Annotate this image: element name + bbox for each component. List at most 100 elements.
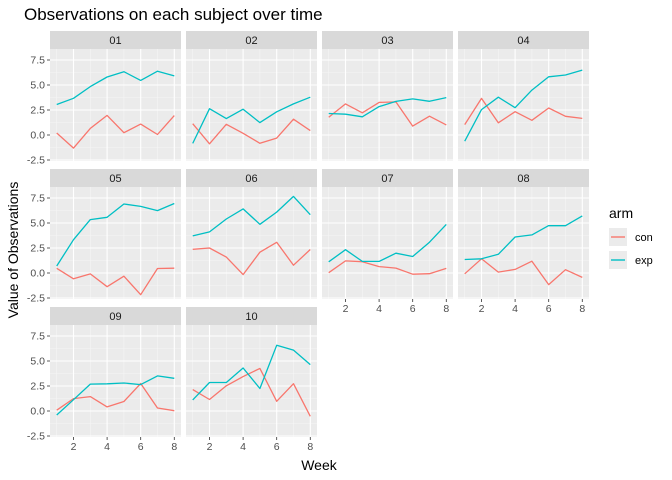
panel-background: [50, 325, 181, 437]
facet-strip: [322, 31, 453, 49]
facet-strip-label: 07: [381, 173, 393, 185]
facet-panel-08: 08 2 4 6 8: [458, 169, 589, 315]
series-line-exp: [192, 344, 311, 401]
panel-background: [186, 49, 317, 161]
x-tick-label: 4: [512, 303, 518, 315]
x-tick-label: 8: [171, 441, 177, 453]
series-line-exp: [192, 96, 311, 144]
panel-background: [322, 187, 453, 299]
facet-panel-05: 05 -2.5 0.0 2.5 5.0 7.5: [27, 169, 181, 305]
series-line-exp: [328, 96, 447, 118]
y-tick-label: 5.0: [30, 356, 45, 368]
x-tick-label: 2: [343, 303, 349, 315]
chart-title: Observations on each subject over time: [24, 5, 323, 24]
series-line-exp: [56, 375, 175, 416]
facet-strip-label: 06: [245, 173, 257, 185]
y-tick-label: 7.5: [30, 331, 45, 343]
y-tick-label: 0.0: [30, 406, 45, 418]
y-tick-label: 2.5: [30, 381, 45, 393]
series-line-con: [56, 267, 175, 296]
facet-panel-02: 02: [186, 31, 317, 161]
facet-strip-label: 02: [245, 35, 257, 47]
series-line-exp: [328, 223, 447, 263]
facet-strip-label: 04: [517, 35, 529, 47]
y-tick-label: 7.5: [30, 55, 45, 67]
y-tick-label: 5.0: [30, 80, 45, 92]
series-line-exp: [56, 202, 175, 267]
facet-strip-label: 01: [109, 35, 121, 47]
panel-background: [50, 49, 181, 161]
panel-background: [186, 325, 317, 437]
panel-background: [186, 187, 317, 299]
y-tick-label: 2.5: [30, 105, 45, 117]
legend: arm con exp: [609, 205, 653, 269]
legend-label: exp: [635, 255, 653, 267]
legend-title: arm: [609, 205, 633, 221]
y-tick-label: 0.0: [30, 130, 45, 142]
x-tick-label: 8: [307, 441, 313, 453]
legend-item-exp: exp: [609, 251, 653, 269]
facet-strip: [50, 307, 181, 325]
series-line-exp: [192, 195, 311, 237]
y-tick-label: 5.0: [30, 218, 45, 230]
facet-strip: [186, 307, 317, 325]
panel-background: [322, 49, 453, 161]
legend-item-con: con: [609, 228, 653, 246]
series-line-con: [56, 114, 175, 149]
facet-strip: [458, 31, 589, 49]
y-tick-label: 2.5: [30, 243, 45, 255]
series-line-exp: [464, 215, 583, 261]
y-tick-label: -2.5: [27, 431, 45, 443]
series-line-con: [328, 260, 447, 275]
series-line-con: [192, 241, 311, 276]
y-tick-label: 7.5: [30, 193, 45, 205]
facet-panels: 01 -2.5 0.0 2.5 5.0 7.5 02 03 04 05 -2.5 0.0 2.5 5.0 7…: [27, 31, 589, 453]
x-tick-label: 6: [274, 441, 280, 453]
facet-panel-07: 07 2 4 6 8: [322, 169, 453, 315]
series-line-con: [192, 118, 311, 145]
x-tick-label: 6: [546, 303, 552, 315]
x-tick-label: 4: [376, 303, 382, 315]
y-tick-label: -2.5: [27, 293, 45, 305]
facet-panel-04: 04: [458, 31, 589, 161]
x-tick-label: 2: [479, 303, 485, 315]
y-axis-title: Value of Observations: [5, 182, 21, 319]
x-axis-title: Week: [301, 457, 338, 473]
series-line-con: [328, 101, 447, 127]
facet-strip-label: 05: [109, 173, 121, 185]
series-line-con: [56, 382, 175, 412]
facet-panel-01: 01 -2.5 0.0 2.5 5.0 7.5: [27, 31, 181, 167]
series-line-con: [192, 367, 311, 417]
facet-strip: [322, 169, 453, 187]
facet-strip-label: 08: [517, 173, 529, 185]
facet-strip: [50, 31, 181, 49]
x-tick-label: 8: [443, 303, 449, 315]
panel-background: [458, 187, 589, 299]
facet-strip: [458, 169, 589, 187]
x-tick-label: 4: [104, 441, 110, 453]
x-tick-label: 6: [410, 303, 416, 315]
facet-strip: [186, 169, 317, 187]
facet-strip-label: 03: [381, 35, 393, 47]
x-tick-label: 6: [138, 441, 144, 453]
x-tick-label: 2: [71, 441, 77, 453]
facet-strip: [186, 31, 317, 49]
facet-strip: [50, 169, 181, 187]
facet-panel-06: 06: [186, 169, 317, 299]
panel-background: [458, 49, 589, 161]
facet-panel-03: 03: [322, 31, 453, 161]
x-tick-label: 2: [207, 441, 213, 453]
series-line-con: [464, 97, 583, 125]
facet-panel-10: 10 2 4 6 8: [186, 307, 317, 453]
series-line-exp: [464, 69, 583, 142]
series-line-exp: [56, 70, 175, 106]
series-line-con: [464, 258, 583, 286]
facet-strip-label: 09: [109, 311, 121, 323]
legend-label: con: [635, 232, 653, 244]
x-tick-label: 8: [579, 303, 585, 315]
facet-panel-09: 09 -2.5 0.0 2.5 5.0 7.5 2 4 6 8: [27, 307, 181, 453]
y-tick-label: -2.5: [27, 155, 45, 167]
x-tick-label: 4: [240, 441, 246, 453]
y-tick-label: 0.0: [30, 268, 45, 280]
